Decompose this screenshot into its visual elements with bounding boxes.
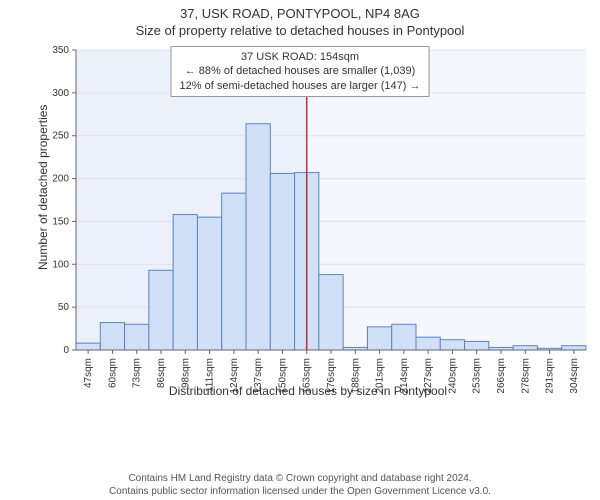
histogram-bar <box>100 323 124 350</box>
footer: Contains HM Land Registry data © Crown c… <box>0 473 600 498</box>
histogram-bar <box>149 270 173 350</box>
histogram-bar <box>562 346 586 350</box>
y-tick-label: 100 <box>52 259 69 270</box>
y-tick-label: 300 <box>52 88 69 99</box>
chart-area: Number of detached properties 0 50 100 150 2… <box>36 40 580 430</box>
y-tick-label: 150 <box>52 216 69 227</box>
y-tick-label: 50 <box>58 302 70 313</box>
histogram-bar <box>416 337 440 350</box>
histogram-bar <box>513 346 537 350</box>
histogram-bar <box>270 173 294 350</box>
annotation-line-1: 37 USK ROAD: 154sqm <box>180 50 421 64</box>
histogram-bar <box>367 327 391 350</box>
histogram-bar <box>125 324 149 350</box>
footer-line-1: Contains HM Land Registry data © Crown c… <box>0 473 600 486</box>
footer-line-2: Contains public sector information licen… <box>0 486 600 499</box>
y-tick-label: 200 <box>52 174 69 185</box>
histogram-bar <box>197 217 221 350</box>
chart-subtitle: Size of property relative to detached ho… <box>0 23 600 38</box>
x-axis-label: Distribution of detached houses by size … <box>36 384 580 398</box>
annotation-line-2: ← 88% of detached houses are smaller (1,… <box>180 64 421 78</box>
y-tick-label: 0 <box>63 345 69 356</box>
annotation-box: 37 USK ROAD: 154sqm ← 88% of detached ho… <box>171 46 430 97</box>
y-tick-label: 350 <box>52 45 69 56</box>
chart-header: 37, USK ROAD, PONTYPOOL, NP4 8AG Size of… <box>0 0 600 38</box>
y-axis-label: Number of detached properties <box>36 105 50 270</box>
annotation-line-3: 12% of semi-detached houses are larger (… <box>180 79 421 93</box>
histogram-bar <box>319 275 343 350</box>
histogram-bar <box>440 340 464 350</box>
histogram-bar <box>465 341 489 350</box>
histogram-bar <box>246 124 270 350</box>
histogram-bar <box>76 343 100 350</box>
histogram-bar <box>222 193 246 350</box>
histogram-bar <box>392 324 416 350</box>
histogram-bar <box>173 215 197 350</box>
y-tick-label: 250 <box>52 131 69 142</box>
chart-title: 37, USK ROAD, PONTYPOOL, NP4 8AG <box>0 6 600 21</box>
